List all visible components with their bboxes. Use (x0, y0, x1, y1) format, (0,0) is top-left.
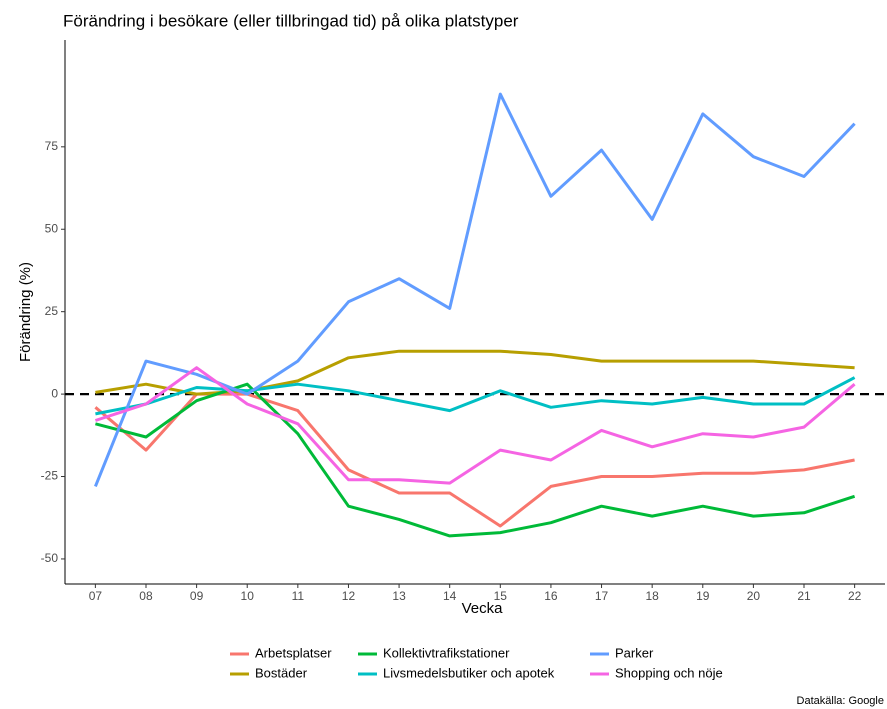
x-tick-label: 17 (595, 589, 609, 603)
x-tick-label: 21 (797, 589, 811, 603)
x-tick-label: 11 (292, 589, 305, 603)
series-line (94, 92, 856, 487)
series-line (94, 392, 855, 528)
x-axis-label: Vecka (462, 600, 504, 617)
x-tick-label: 08 (139, 589, 153, 603)
series-line (94, 366, 856, 485)
x-tick-label: 19 (696, 589, 710, 603)
y-tick-label: 50 (45, 221, 59, 235)
x-tick-label: 16 (544, 589, 558, 603)
y-tick-label: 75 (45, 139, 59, 153)
y-axis-label: Förändring (%) (17, 262, 34, 362)
x-tick-label: 15 (494, 589, 508, 603)
y-tick-label: 25 (45, 304, 59, 318)
series-line (95, 382, 856, 538)
legend-label: Parker (615, 645, 654, 660)
x-tick-label: 20 (747, 589, 761, 603)
y-tick-label: 0 (51, 386, 58, 400)
legend-label: Shopping och nöje (615, 665, 723, 680)
chart-title: Förändring i besökare (eller tillbringad… (63, 11, 519, 30)
y-tick-label: -25 (41, 469, 59, 483)
x-tick-label: 12 (342, 589, 356, 603)
x-tick-label: 18 (645, 589, 659, 603)
legend-label: Livsmedelsbutiker och apotek (383, 665, 555, 680)
x-tick-label: 07 (89, 589, 103, 603)
legend-label: Arbetsplatser (255, 645, 332, 660)
x-tick-label: 22 (848, 589, 862, 603)
caption: Datakälla: Google (797, 695, 884, 707)
series-line (95, 376, 856, 416)
legend-label: Kollektivtrafikstationer (383, 645, 510, 660)
legend-label: Bostäder (255, 665, 308, 680)
x-tick-label: 13 (392, 589, 406, 603)
y-tick-label: -50 (41, 551, 59, 565)
x-tick-label: 14 (443, 589, 457, 603)
x-tick-label: 10 (241, 589, 255, 603)
x-tick-label: 09 (190, 589, 204, 603)
